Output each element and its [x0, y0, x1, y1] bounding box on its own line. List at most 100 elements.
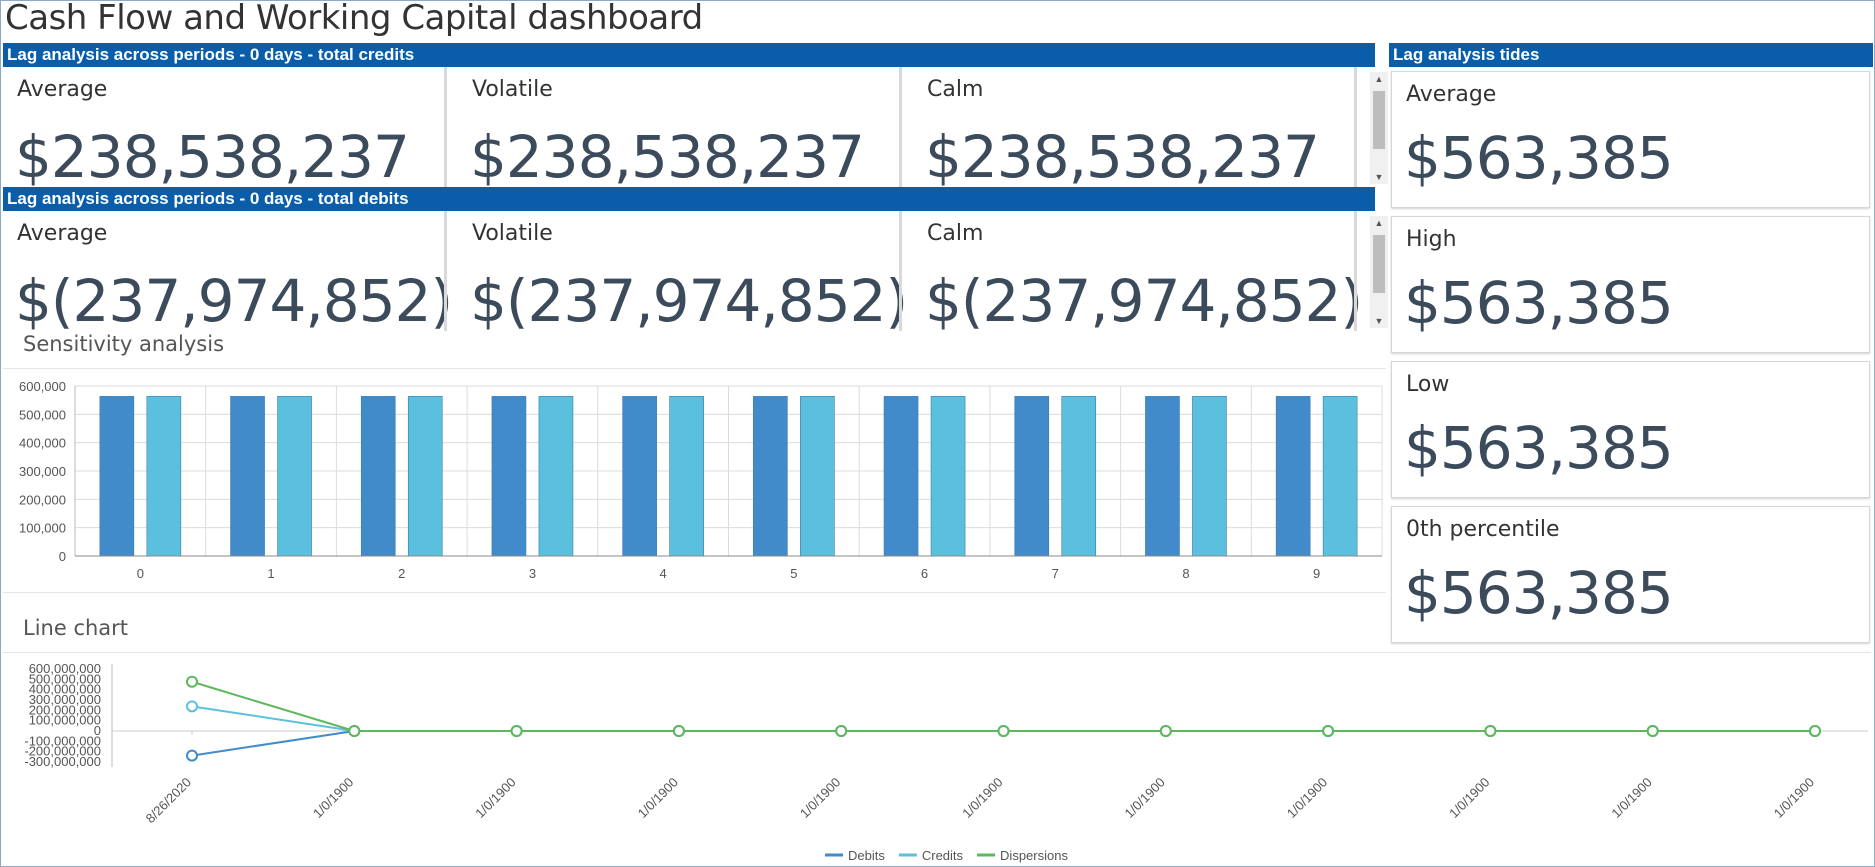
scroll-thumb[interactable]	[1373, 235, 1385, 293]
x-tick-label: 7	[1052, 566, 1059, 581]
bar	[622, 396, 657, 557]
tides-card: Low $563,385	[1391, 361, 1870, 498]
page-title: Cash Flow and Working Capital dashboard	[5, 0, 703, 38]
sensitivity-title: Sensitivity analysis	[23, 332, 225, 356]
x-tick-label: 1/0/1900	[472, 775, 518, 821]
y-tick-label: 600,000	[19, 379, 66, 394]
data-point	[186, 749, 198, 762]
x-tick-label: 1/0/1900	[635, 775, 681, 821]
x-tick-label: 1/0/1900	[797, 775, 843, 821]
y-tick-label: -100,000,000	[24, 733, 101, 748]
data-point	[672, 725, 685, 737]
debits-card-value: $(237,974,852)	[15, 267, 453, 331]
y-tick-label: 0	[94, 723, 101, 738]
data-point	[510, 725, 523, 737]
y-tick-label: 400,000,000	[29, 682, 101, 697]
tides-card-label: 0th percentile	[1406, 517, 1560, 542]
bar	[491, 396, 527, 557]
x-tick-label: 5	[790, 566, 797, 581]
bar	[407, 396, 443, 557]
tides-card-value: $563,385	[1404, 559, 1674, 627]
legend-label: Dispersions	[1000, 848, 1068, 863]
x-tick-label: 6	[921, 566, 928, 581]
credits-card-value: $238,538,237	[15, 123, 410, 187]
y-tick-label: 100,000,000	[29, 713, 101, 728]
tides-card: Average $563,385	[1391, 71, 1870, 208]
bar	[930, 396, 966, 557]
debits-card-value: $(237,974,852)	[470, 267, 908, 331]
card-divider	[1354, 67, 1357, 187]
scroll-up-icon[interactable]: ▲	[1374, 74, 1384, 84]
y-tick-label: 300,000,000	[29, 692, 101, 707]
line-chart: 600,000,000500,000,000400,000,000300,000…	[24, 661, 1868, 863]
y-tick-label: 100,000	[19, 521, 66, 536]
debits-card-value: $(237,974,852)	[925, 267, 1363, 331]
scroll-thumb[interactable]	[1373, 91, 1385, 149]
legend-label: Debits	[848, 848, 885, 863]
bar	[230, 396, 265, 557]
x-tick-label: 0	[137, 566, 144, 581]
x-tick-label: 1	[267, 566, 274, 581]
legend-label: Credits	[922, 848, 964, 863]
x-tick-label: 1/0/1900	[1284, 775, 1330, 821]
x-tick-label: 2	[398, 566, 405, 581]
debits-card-label: Calm	[927, 221, 984, 246]
credits-card-label: Average	[17, 77, 108, 102]
card-divider	[444, 67, 447, 187]
card-divider	[899, 211, 902, 331]
bar	[753, 396, 788, 557]
x-tick-label: 1/0/1900	[1446, 775, 1492, 821]
data-point	[1646, 725, 1659, 737]
tides-card-value: $563,385	[1404, 414, 1674, 482]
tides-card: 0th percentile $563,385	[1391, 506, 1870, 643]
tides-card-label: Average	[1406, 82, 1497, 107]
card-divider	[1354, 211, 1357, 331]
series-line	[191, 680, 1815, 732]
y-tick-label: 600,000,000	[29, 661, 101, 676]
bar	[883, 396, 919, 557]
data-point	[348, 725, 361, 737]
y-tick-label: 300,000	[19, 464, 66, 479]
y-tick-label: -200,000,000	[24, 744, 101, 759]
data-point	[1484, 725, 1497, 737]
credits-card-label: Volatile	[472, 77, 553, 102]
section-divider	[3, 592, 1386, 593]
bar	[538, 396, 574, 557]
tides-card: High $563,385	[1391, 216, 1870, 353]
debits-scrollbar[interactable]: ▲ ▼	[1370, 216, 1388, 328]
credits-header: Lag analysis across periods - 0 days - t…	[3, 43, 1375, 67]
data-point	[1159, 725, 1172, 737]
credits-scrollbar[interactable]: ▲ ▼	[1370, 72, 1388, 184]
card-divider	[444, 211, 447, 331]
tides-card-value: $563,385	[1404, 269, 1674, 337]
data-point	[1809, 725, 1821, 737]
credits-card-value: $238,538,237	[470, 123, 865, 187]
bar	[1061, 396, 1097, 557]
debits-card-label: Average	[17, 221, 108, 246]
bar	[1192, 396, 1227, 557]
bar	[1014, 396, 1050, 557]
x-tick-label: 8/26/2020	[143, 775, 195, 827]
credits-panel: Average $238,538,237 Volatile $238,538,2…	[3, 67, 1375, 187]
tides-card-value: $563,385	[1404, 124, 1674, 192]
scroll-up-icon[interactable]: ▲	[1374, 218, 1384, 228]
data-point	[835, 725, 848, 737]
tides-card-label: Low	[1406, 372, 1450, 397]
x-tick-label: 1/0/1900	[1608, 775, 1654, 821]
y-tick-label: 200,000	[19, 492, 66, 507]
bar	[99, 396, 135, 557]
x-tick-label: 1/0/1900	[959, 775, 1005, 821]
bar	[800, 396, 835, 557]
debits-header: Lag analysis across periods - 0 days - t…	[3, 187, 1375, 211]
bar	[360, 396, 396, 557]
x-tick-label: 4	[660, 566, 667, 581]
scroll-down-icon[interactable]: ▼	[1374, 316, 1384, 326]
scroll-down-icon[interactable]: ▼	[1374, 172, 1384, 182]
credits-card-label: Calm	[927, 77, 984, 102]
debits-panel: Average $(237,974,852) Volatile $(237,97…	[3, 211, 1375, 331]
card-divider	[899, 67, 902, 187]
y-tick-label: 500,000,000	[29, 671, 101, 686]
y-tick-label: -300,000,000	[24, 754, 101, 769]
y-tick-label: 500,000	[19, 407, 66, 422]
data-point	[186, 700, 198, 713]
